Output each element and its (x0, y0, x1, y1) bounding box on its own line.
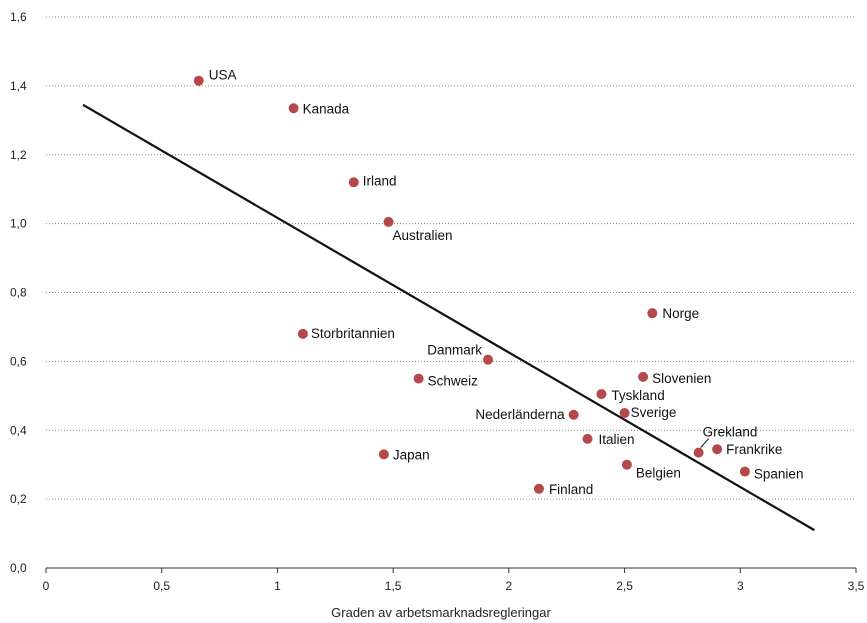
x-tick-label: 1,5 (385, 579, 402, 593)
y-tick-label: 1,6 (10, 10, 27, 24)
point-label: Schweiz (428, 374, 479, 389)
x-tick-label: 2,5 (616, 579, 633, 593)
y-tick-label: 0,8 (10, 286, 27, 300)
data-point (413, 373, 424, 384)
point-label: Spanien (754, 467, 804, 482)
point-label: Norge (662, 306, 699, 321)
point-label: Japan (393, 447, 430, 462)
data-point (647, 308, 658, 319)
data-point (619, 408, 630, 419)
x-tick-label: 0 (43, 579, 50, 593)
data-point (533, 483, 544, 494)
data-point (378, 449, 389, 460)
data-points (193, 75, 750, 494)
y-axis-ticks: 0,0 0,2 0,4 0,6 0,8 1,0 1,2 1,4 1,6 (10, 10, 27, 575)
x-tick-label: 0,5 (153, 579, 170, 593)
point-label: Kanada (303, 101, 350, 116)
point-label: Grekland (703, 425, 758, 440)
data-point (288, 103, 299, 114)
data-point (582, 433, 593, 444)
grekland-pointer-line (700, 438, 710, 448)
x-tick-label: 3,5 (848, 579, 865, 593)
data-point (193, 75, 204, 86)
data-point (383, 216, 394, 227)
y-tick-label: 0,4 (10, 423, 27, 437)
point-label: Finland (549, 482, 593, 497)
data-point (297, 328, 308, 339)
point-label: USA (209, 68, 237, 83)
point-label: Belgien (636, 466, 681, 481)
x-tick-label: 1 (274, 579, 281, 593)
x-axis-title: Graden av arbetsmarknadsregleringar (331, 605, 551, 620)
data-point (348, 177, 359, 188)
point-label: Sverige (631, 405, 677, 420)
y-tick-label: 0,0 (10, 561, 27, 575)
data-point (693, 447, 704, 458)
x-tick-label: 2 (506, 579, 513, 593)
x-tick-label: 3 (737, 579, 744, 593)
point-label: Storbritannien (311, 326, 395, 341)
trendline (82, 103, 815, 532)
data-point (638, 371, 649, 382)
y-tick-label: 1,4 (10, 79, 27, 93)
data-point (621, 459, 632, 470)
point-label: Irland (363, 173, 397, 188)
data-point (483, 354, 494, 365)
point-label: Tyskland (611, 388, 664, 403)
point-label: Frankrike (726, 442, 782, 457)
point-label: Slovenien (652, 371, 711, 386)
point-label: Australien (393, 228, 453, 243)
point-label: Italien (599, 432, 635, 447)
point-label: Nederländerna (475, 407, 565, 422)
x-axis-ticks: 0 0,5 1 1,5 2 2,5 3 3,5 (43, 568, 865, 593)
data-point (739, 466, 750, 477)
data-point (712, 444, 723, 455)
grid-lines (46, 16, 856, 500)
data-point (568, 409, 579, 420)
data-point (596, 389, 607, 400)
y-tick-label: 1,0 (10, 217, 27, 231)
y-tick-label: 1,2 (10, 148, 27, 162)
y-tick-label: 0,2 (10, 492, 27, 506)
y-tick-label: 0,6 (10, 354, 27, 368)
point-labels: USA Kanada Irland Australien Storbritannien D… (209, 68, 804, 497)
point-label: Danmark (427, 343, 482, 358)
